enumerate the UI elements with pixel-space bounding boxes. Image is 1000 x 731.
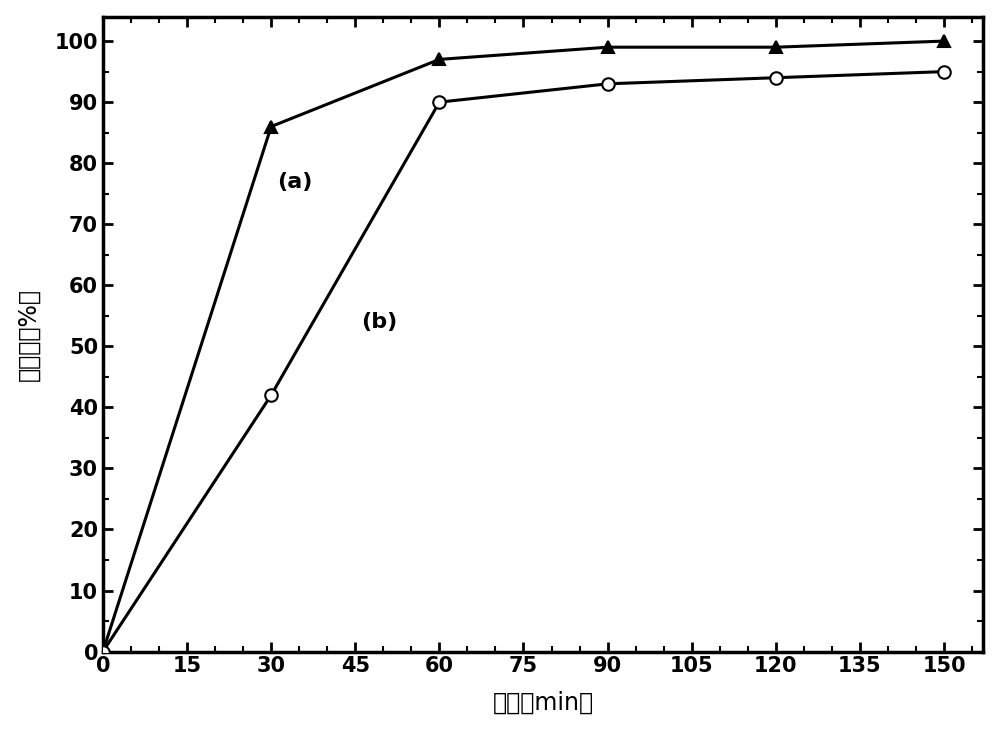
Text: (a): (a) (277, 172, 312, 192)
X-axis label: 时间（min）: 时间（min） (493, 690, 594, 714)
Text: (b): (b) (361, 312, 397, 332)
Y-axis label: 脱色率（%）: 脱色率（%） (17, 287, 41, 381)
